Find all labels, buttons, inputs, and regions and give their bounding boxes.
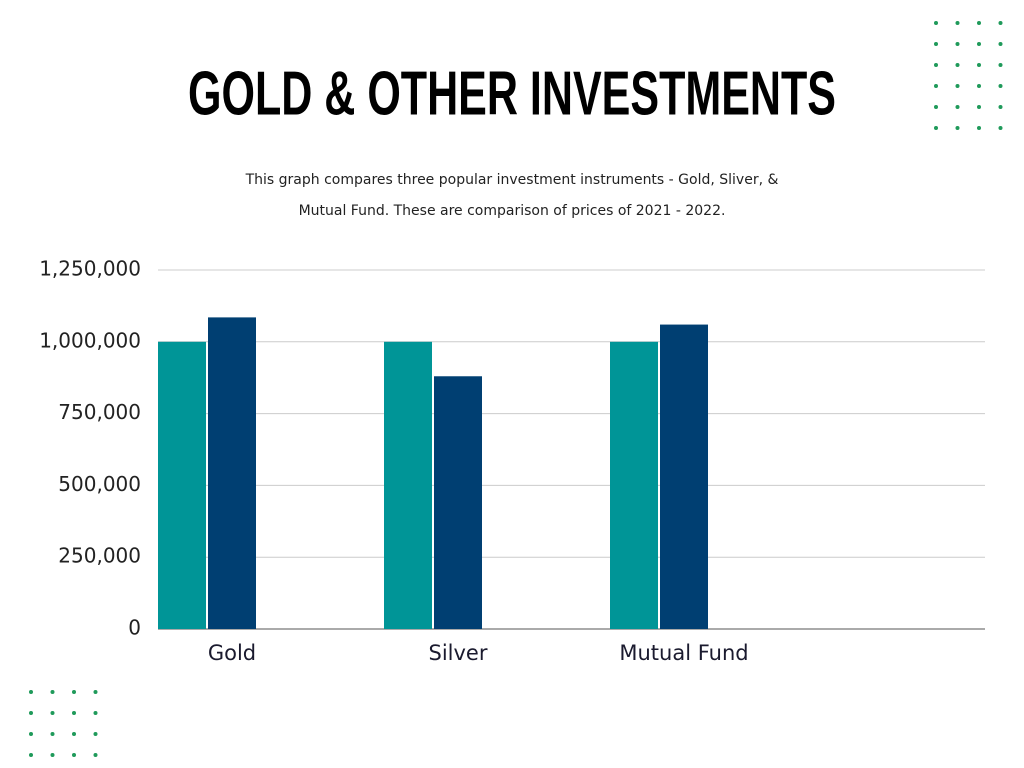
dot: [998, 126, 1003, 130]
dot: [72, 753, 76, 757]
dot: [998, 42, 1003, 46]
y-tick-label: 1,000,000: [39, 328, 141, 352]
dot: [955, 126, 960, 130]
dot: [93, 753, 98, 757]
x-tick-label: Silver: [429, 641, 488, 665]
dot: [50, 711, 55, 715]
y-tick-label: 250,000: [58, 544, 141, 568]
y-tick-label: 1,250,000: [39, 257, 141, 281]
dot: [977, 84, 981, 88]
bar: [610, 341, 658, 629]
dot: [977, 63, 981, 67]
bar: [434, 376, 482, 629]
dot: [934, 21, 938, 25]
dot: [50, 732, 55, 736]
dot: [72, 711, 76, 715]
dot: [29, 732, 33, 736]
decoration: [29, 21, 1003, 757]
dot: [72, 690, 76, 694]
dot: [955, 84, 960, 88]
bar: [208, 317, 256, 629]
dot: [93, 690, 98, 694]
x-tick-label: Mutual Fund: [619, 641, 748, 665]
dot: [934, 63, 938, 67]
dot: [977, 105, 981, 109]
dot: [977, 126, 981, 130]
dot: [29, 690, 33, 694]
dot: [934, 84, 938, 88]
y-tick-label: 500,000: [58, 472, 141, 496]
dot: [93, 711, 98, 715]
y-tick-label: 0: [128, 616, 141, 640]
dot: [50, 690, 55, 694]
dot: [955, 105, 960, 109]
chart-title: GOLD & OTHER INVESTMENTS: [188, 59, 836, 128]
y-tick-label: 750,000: [58, 400, 141, 424]
dot: [93, 732, 98, 736]
dot: [977, 21, 981, 25]
dot: [977, 42, 981, 46]
dot: [998, 21, 1003, 25]
dot: [72, 732, 76, 736]
dot: [50, 753, 55, 757]
dot: [29, 753, 33, 757]
dot: [955, 42, 960, 46]
bar: [158, 341, 206, 629]
dot: [998, 84, 1003, 88]
dot: [955, 21, 960, 25]
bar: [384, 341, 432, 629]
dot: [29, 711, 33, 715]
dot: [998, 63, 1003, 67]
subtitle: Mutual Fund. These are comparison of pri…: [299, 203, 726, 219]
dot: [955, 63, 960, 67]
dot: [934, 126, 938, 130]
bar: [660, 324, 708, 629]
dot: [998, 105, 1003, 109]
dot: [934, 105, 938, 109]
subtitle: This graph compares three popular invest…: [245, 172, 779, 188]
x-tick-label: Gold: [208, 641, 256, 665]
dot: [934, 42, 938, 46]
